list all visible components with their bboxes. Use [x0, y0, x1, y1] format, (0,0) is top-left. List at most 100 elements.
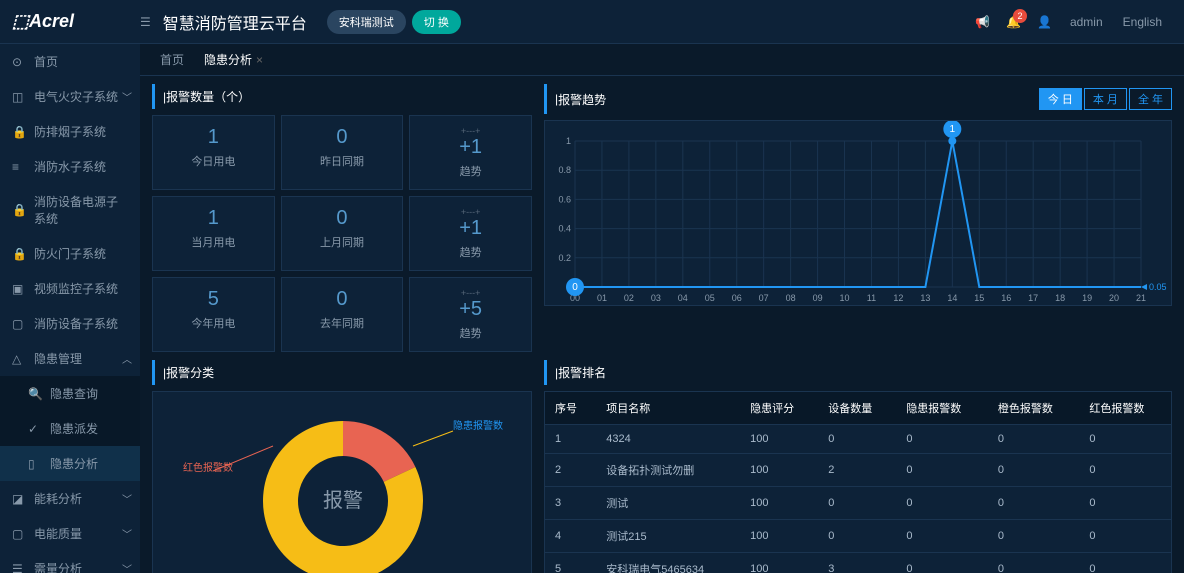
svg-text:11: 11: [867, 293, 876, 303]
nav-label: 电气火灾子系统: [34, 88, 118, 105]
card-label: 当月用电: [157, 234, 270, 250]
table-row[interactable]: 3测试1000000: [545, 487, 1171, 520]
stat-card: 1当月用电: [152, 196, 275, 271]
sidebar-item[interactable]: △隐患管理︿: [0, 341, 140, 376]
svg-text:20: 20: [1109, 293, 1119, 303]
table-header: 项目名称: [596, 392, 740, 425]
sidebar-item[interactable]: 🔒防火门子系统: [0, 236, 140, 271]
bell-icon[interactable]: 🔔2: [1006, 15, 1021, 29]
notif-count: 2: [1013, 9, 1027, 23]
card-label: 昨日同期: [286, 153, 399, 169]
nav-label: 首页: [34, 53, 58, 70]
ranking-title: | 报警排名: [544, 360, 1172, 385]
nav-label: 电能质量: [34, 525, 82, 542]
nav-icon: ✓: [28, 422, 42, 436]
nav-icon: ≡: [12, 160, 26, 174]
lang-switch[interactable]: English: [1123, 15, 1162, 29]
tab-bar: 首页隐患分析×: [140, 44, 1184, 76]
card-value: 0: [286, 288, 399, 311]
stat-card: 1今日用电: [152, 115, 275, 190]
svg-text:0.05: 0.05: [1149, 282, 1167, 292]
nav-icon: ◫: [12, 90, 26, 104]
sidebar-item[interactable]: ◪能耗分析﹀: [0, 481, 140, 516]
table-header: 序号: [545, 392, 596, 425]
chevron-icon: ﹀: [122, 491, 132, 506]
table-row[interactable]: 2设备拓扑测试勿删1002000: [545, 454, 1171, 487]
table-header: 红色报警数: [1079, 392, 1171, 425]
svg-text:0: 0: [572, 282, 578, 293]
username[interactable]: admin: [1070, 15, 1103, 29]
nav-label: 防火门子系统: [34, 245, 106, 262]
svg-text:10: 10: [840, 293, 850, 303]
nav-icon: ◪: [12, 492, 26, 506]
svg-text:隐患报警数: 隐患报警数: [453, 419, 503, 432]
chevron-icon: ﹀: [122, 89, 132, 104]
switch-button[interactable]: 切 换: [412, 10, 461, 34]
svg-text:08: 08: [786, 293, 796, 303]
donut-chart: 报警红色报警数隐患报警数: [152, 391, 532, 573]
tab[interactable]: 首页: [150, 47, 194, 72]
table-header: 隐患报警数: [896, 392, 988, 425]
sidebar-item[interactable]: ◫ 电气火灾子系统 ﹀: [0, 79, 140, 114]
sidebar-item[interactable]: ≡消防水子系统: [0, 149, 140, 184]
sidebar-item[interactable]: 🔍隐患查询: [0, 376, 140, 411]
svg-text:09: 09: [813, 293, 823, 303]
stat-card: 0昨日同期: [281, 115, 404, 190]
svg-text:15: 15: [974, 293, 984, 303]
svg-text:04: 04: [678, 293, 688, 303]
sidebar-item[interactable]: 🔒防排烟子系统: [0, 114, 140, 149]
time-button[interactable]: 今 日: [1039, 88, 1082, 110]
nav-label: 隐患管理: [34, 350, 82, 367]
svg-text:12: 12: [893, 293, 903, 303]
stat-card: +---++1趋势: [409, 196, 532, 271]
tab[interactable]: 隐患分析×: [194, 47, 273, 72]
table-row[interactable]: 4测试2151000000: [545, 520, 1171, 553]
nav-icon: ▢: [12, 527, 26, 541]
sidebar-item[interactable]: ▢消防设备子系统: [0, 306, 140, 341]
time-button[interactable]: 本 月: [1084, 88, 1127, 110]
close-icon[interactable]: ×: [256, 53, 263, 67]
svg-text:0.6: 0.6: [558, 194, 571, 204]
sidebar-item[interactable]: ⊙ 首页: [0, 44, 140, 79]
card-value: +1: [414, 136, 527, 159]
category-title: | 报警分类: [152, 360, 532, 385]
sidebar-item[interactable]: ▢电能质量﹀: [0, 516, 140, 551]
sidebar-item[interactable]: ▯隐患分析: [0, 446, 140, 481]
nav-icon: △: [12, 352, 26, 366]
svg-text:报警: 报警: [323, 489, 363, 512]
nav-icon: 🔒: [12, 203, 26, 217]
svg-text:05: 05: [705, 293, 715, 303]
svg-text:0.8: 0.8: [558, 165, 571, 175]
svg-text:16: 16: [1001, 293, 1011, 303]
table-row[interactable]: 143241000000: [545, 425, 1171, 454]
card-value: +1: [414, 217, 527, 240]
app-title: 智慧消防管理云平台: [163, 10, 307, 34]
svg-text:19: 19: [1082, 293, 1092, 303]
nav-icon: ☰: [12, 562, 26, 573]
card-value: 0: [286, 207, 399, 230]
sidebar-item[interactable]: ▣视频监控子系统: [0, 271, 140, 306]
svg-text:18: 18: [1055, 293, 1065, 303]
announce-icon[interactable]: 📢: [975, 15, 990, 29]
time-range-buttons: 今 日本 月全 年: [1039, 88, 1172, 110]
nav-icon: ▢: [12, 317, 26, 331]
menu-toggle-icon[interactable]: ☰: [140, 15, 151, 29]
nav-label: 需量分析: [34, 560, 82, 573]
svg-text:02: 02: [624, 293, 634, 303]
nav-label: 消防设备电源子系统: [34, 193, 128, 227]
stat-card: 0去年同期: [281, 277, 404, 352]
sidebar-item[interactable]: ☰需量分析﹀: [0, 551, 140, 573]
sidebar-item[interactable]: ✓隐患派发: [0, 411, 140, 446]
time-button[interactable]: 全 年: [1129, 88, 1172, 110]
user-icon[interactable]: 👤: [1037, 15, 1052, 29]
svg-text:07: 07: [759, 293, 769, 303]
card-value: +5: [414, 298, 527, 321]
nav-label: 隐患分析: [50, 455, 98, 472]
table-row[interactable]: 5安科瑞电气54656341003000: [545, 553, 1171, 573]
nav-icon: ⊙: [12, 55, 26, 69]
alarm-count-grid: 1今日用电0昨日同期+---++1趋势1当月用电0上月同期+---++1趋势5今…: [152, 115, 532, 352]
table-header: 设备数量: [818, 392, 896, 425]
sidebar-item[interactable]: 🔒 消防设备电源子系统: [0, 184, 140, 236]
svg-text:06: 06: [732, 293, 742, 303]
svg-text:17: 17: [1028, 293, 1038, 303]
